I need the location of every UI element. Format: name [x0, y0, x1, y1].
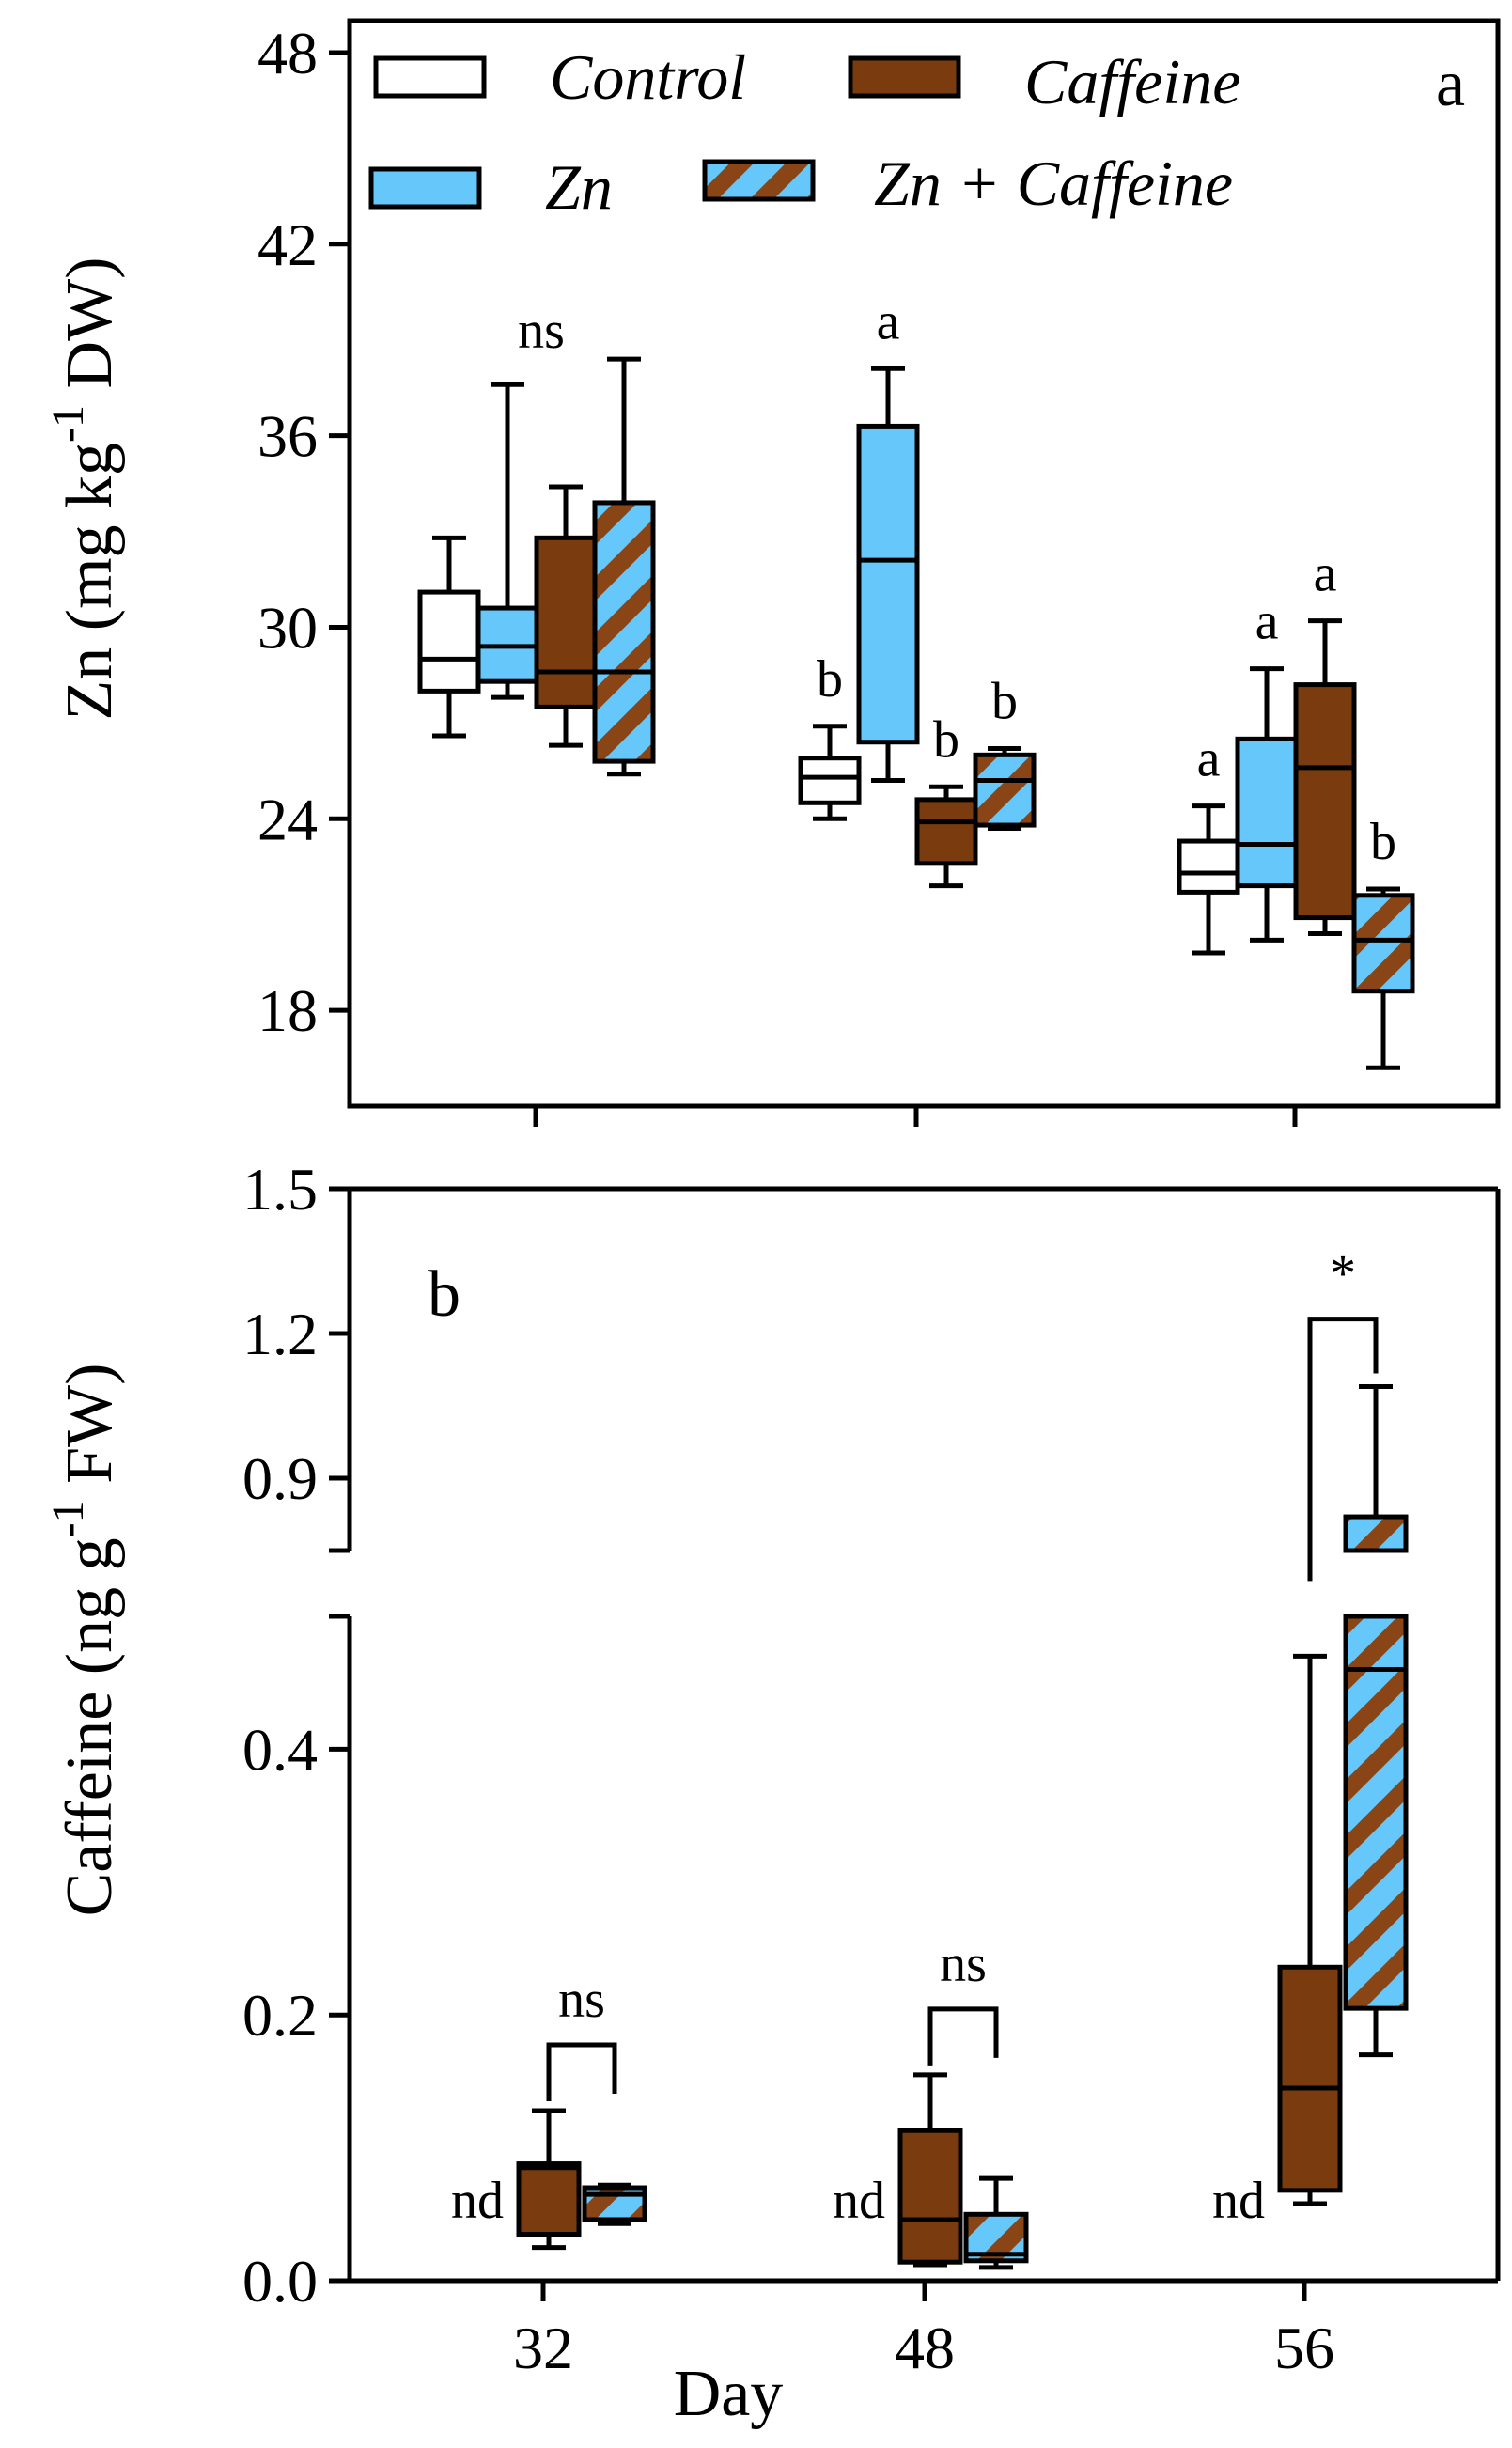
panel-a-y-axis: 18 24 30 36 42 48: [257, 20, 350, 1044]
group-sig-label: ns: [518, 302, 565, 360]
sig-letter: a: [1314, 545, 1337, 603]
box-zncaf-day56-upper: [1343, 1514, 1409, 1553]
panel-a-y-tick-label: 48: [257, 20, 318, 86]
nd-label: nd: [833, 2172, 885, 2230]
legend-swatch-control: [373, 55, 487, 99]
legend-label-control: Control: [550, 41, 746, 113]
sig-letter: a: [1255, 593, 1279, 651]
sig-letter: b: [991, 673, 1018, 731]
panel-b-y-tick-label: 1.2: [242, 1301, 318, 1367]
sig-letter: a: [1197, 730, 1221, 788]
legend-label-caffeine: Caffeine: [1024, 46, 1240, 117]
panel-a-letter: a: [1436, 48, 1465, 120]
panel-b-boxes: [516, 1383, 1409, 2270]
panel-a-boxes: [417, 356, 1415, 1070]
box-zn-day56: [1235, 736, 1299, 889]
legend-label-zncaf: Zn + Caffeine: [874, 148, 1233, 219]
box-caffeine-day48: [897, 2128, 963, 2265]
box-caffeine-day32: [516, 2161, 582, 2238]
panel-b-y-tick-label: 0.0: [242, 2248, 318, 2315]
panel-a-y-tick-label: 18: [257, 977, 318, 1044]
sig-letter: b: [1370, 813, 1396, 871]
panel-b-y-tick-label: 0.9: [242, 1445, 318, 1512]
nd-label: nd: [1212, 2172, 1265, 2230]
sig-letter: b: [817, 650, 843, 709]
panel-b-x-tick-label: 48: [895, 2315, 955, 2381]
box-control-day56: [1177, 838, 1240, 895]
legend-label-zn: Zn: [545, 151, 613, 223]
comparison-bracket: [1307, 1317, 1379, 1582]
box-zncaf-day48: [973, 752, 1037, 828]
box-control-day32: [417, 589, 481, 694]
box-caffeine-day32: [534, 535, 598, 709]
comparison-bracket: [546, 2042, 617, 2102]
panel-b-y-tick-label: 0.2: [242, 1982, 318, 2049]
box-zncaf-day32: [592, 500, 656, 764]
panel-a-y-title: Zn (mg kg-1 DW): [43, 257, 126, 721]
box-zncaf-day56: [1351, 893, 1415, 994]
panel-a-y-tick-label: 24: [257, 786, 318, 852]
legend-swatch-caffeine: [848, 55, 961, 99]
comparison-label: *: [1330, 1245, 1356, 1303]
panel-b-x-title: Day: [674, 2358, 784, 2430]
box-caffeine-day56: [1277, 1964, 1343, 2193]
panel-b-y-tick-label: 1.5: [242, 1156, 318, 1223]
sig-letter: b: [933, 710, 959, 769]
panel-b-y-title: Caffeine (ng g-1 FW): [43, 1364, 126, 1917]
panel-b: b 0.00.20.40.91.21.5 32 48 56 ndnsndnsnd* …: [43, 1156, 1501, 2430]
box-zn-day48: [856, 423, 920, 745]
panel-a-y-tick-label: 36: [257, 403, 318, 470]
sig-letter: a: [877, 292, 900, 351]
panel-a-y-title-tail: DW): [54, 257, 126, 405]
legend: Control Caffeine Zn Zn + Caffeine: [368, 41, 1240, 223]
comparison-bracket: [927, 2006, 999, 2066]
panel-a-y-title-sup: -1: [43, 405, 93, 443]
panel-a: a Control Caffeine Zn Zn + Caffeine 18 24 30 3…: [43, 18, 1501, 1127]
panel-b-y-title-main: Caffeine (ng g: [54, 1537, 126, 1916]
panel-a-x-axis: [533, 1106, 1298, 1127]
panel-b-y-title-tail: FW): [54, 1364, 126, 1501]
panel-b-labels: nd ns nd ns nd *: [451, 1245, 1379, 2230]
nd-label: nd: [451, 2172, 504, 2230]
legend-swatch-zn: [368, 166, 482, 210]
panel-b-x-tick-label: 56: [1274, 2315, 1334, 2381]
panel-b-y-axis: 0.0 0.2 0.4 0.9 1.2 1.5: [242, 1156, 350, 2315]
box-zncaf-day56-lower: [1343, 1614, 1409, 2011]
box-control-day48: [798, 756, 862, 805]
panel-a-y-tick-label: 30: [257, 594, 318, 661]
legend-swatch-zncaf: [702, 159, 816, 202]
panel-a-y-tick-label: 42: [257, 211, 318, 278]
panel-b-x-axis: 32 48 56: [513, 2281, 1334, 2381]
box-caffeine-day48: [914, 797, 978, 866]
panel-a-y-title-main: Zn (mg kg: [54, 443, 126, 721]
panel-b-x-tick-label: 32: [513, 2315, 573, 2381]
panel-a-frame: [347, 18, 1501, 1109]
panel-b-y-tick-label: 0.4: [242, 1716, 318, 1783]
comparison-label: ns: [940, 1935, 987, 1993]
panel-b-y-title-sup: -1: [43, 1500, 93, 1537]
panel-b-letter: b: [428, 1258, 460, 1331]
box-caffeine-day56: [1293, 682, 1357, 921]
comparison-label: ns: [558, 1971, 605, 2029]
